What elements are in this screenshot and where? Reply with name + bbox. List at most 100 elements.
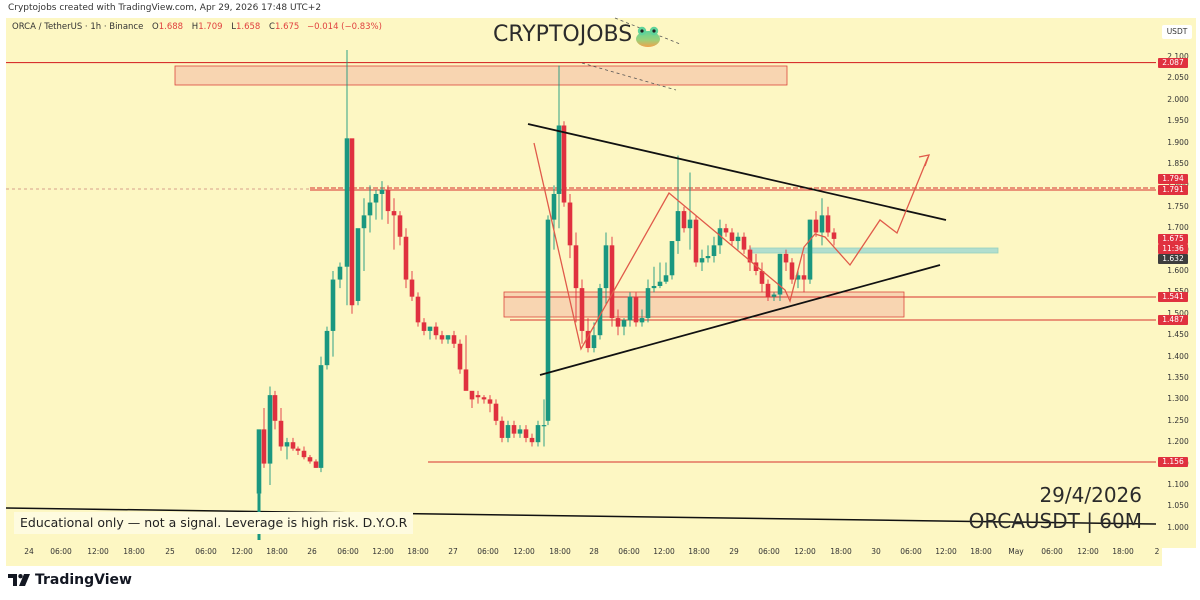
time-label: 18:00 <box>970 547 992 556</box>
price-tag: 1.156 <box>1158 457 1188 467</box>
time-label: 12:00 <box>87 547 109 556</box>
time-label: 29 <box>729 547 739 556</box>
bear-candle <box>529 437 535 443</box>
time-label: 12:00 <box>1077 547 1099 556</box>
time-label: 06:00 <box>1041 547 1063 556</box>
price-tick: 1.450 <box>1167 330 1189 340</box>
bear-candle <box>397 215 403 237</box>
bear-candle <box>561 125 567 203</box>
symbol-legend: ORCA / TetherUS · 1h · Binance O1.688 H1… <box>12 22 382 32</box>
bull-candle <box>663 275 669 282</box>
bear-candle <box>681 211 687 229</box>
triangle-lower-line <box>539 264 941 376</box>
price-tick: 2.050 <box>1167 73 1189 83</box>
bear-candle <box>439 335 445 340</box>
triangle-upper-line <box>527 123 947 221</box>
bull-candle <box>373 193 379 203</box>
bull-candle <box>705 256 711 259</box>
bear-candle <box>831 232 837 239</box>
date-stamp: 29/4/2026 <box>1039 483 1142 507</box>
bull-candle <box>267 395 273 464</box>
bear-candle <box>783 253 789 263</box>
bear-candle <box>391 211 397 216</box>
bull-candle <box>355 228 361 301</box>
time-label: 25 <box>165 547 175 556</box>
bull-candle <box>556 125 562 194</box>
bull-candle <box>330 279 336 331</box>
support-zone <box>503 291 905 318</box>
bull-candle <box>545 219 551 421</box>
time-label: May <box>1008 547 1024 556</box>
frog-icon <box>636 26 660 47</box>
bull-candle <box>517 429 523 434</box>
bear-candle <box>723 228 729 233</box>
time-label: 06:00 <box>195 547 217 556</box>
time-label: 26 <box>307 547 317 556</box>
bull-candle <box>361 215 367 229</box>
price-tick: 1.750 <box>1167 201 1189 211</box>
bear-candle <box>463 369 469 391</box>
time-label: 28 <box>589 547 599 556</box>
price-tick: 1.300 <box>1167 394 1189 404</box>
bear-candle <box>729 232 735 242</box>
time-label: 30 <box>871 547 881 556</box>
dashed-trend <box>581 62 677 91</box>
price-tick: 1.950 <box>1167 116 1189 126</box>
time-label: 18:00 <box>688 547 710 556</box>
bear-candle <box>261 429 267 464</box>
time-label: 12:00 <box>231 547 253 556</box>
bear-candle <box>457 343 463 370</box>
bear-candle <box>349 138 355 306</box>
time-label: 27 <box>448 547 458 556</box>
tradingview-logo-text: TradingView <box>35 572 132 588</box>
time-label: 12:00 <box>513 547 535 556</box>
price-tag: 2.087 <box>1158 58 1188 68</box>
price-tag: 1.487 <box>1158 315 1188 325</box>
bear-candle <box>415 296 421 323</box>
bear-candle <box>433 326 439 336</box>
price-tag: 1.541 <box>1158 292 1188 302</box>
bear-candle <box>409 279 415 297</box>
price-tick: 1.350 <box>1167 373 1189 382</box>
projection-path <box>533 142 929 351</box>
time-label: 24 <box>24 547 34 556</box>
bull-candle <box>657 281 663 286</box>
price-tick: 1.600 <box>1167 266 1189 275</box>
close-value: 1.675 <box>274 22 300 32</box>
time-label: 18:00 <box>830 547 852 556</box>
bull-candle <box>639 318 645 323</box>
bear-candle <box>481 397 487 400</box>
bear-candle <box>693 219 699 263</box>
bear-candle <box>295 448 301 451</box>
bull-candle <box>717 228 723 246</box>
bull-candle <box>687 219 693 229</box>
time-label: 06:00 <box>900 547 922 556</box>
bull-candle <box>771 294 777 297</box>
bear-candle <box>585 330 591 349</box>
time-label: 18:00 <box>549 547 571 556</box>
low-value: 1.658 <box>235 22 261 32</box>
bear-candle <box>741 236 747 250</box>
bull-candle <box>427 326 433 331</box>
bear-candle <box>403 236 409 280</box>
brand-title: CRYPTOJOBS <box>493 22 633 47</box>
time-label: 12:00 <box>935 547 957 556</box>
bull-candle <box>807 219 813 280</box>
bear-candle <box>579 288 585 331</box>
time-label: 06:00 <box>477 547 499 556</box>
pair-stamp: ORCAUSDT | 60M <box>968 509 1142 533</box>
bear-candle <box>451 335 457 344</box>
price-tick: 2.000 <box>1167 94 1189 104</box>
currency-unit-label: USDT <box>1162 25 1192 39</box>
bull-candle <box>591 335 597 349</box>
bear-candle <box>493 403 499 421</box>
change-value: −0.014 (−0.83%) <box>307 22 382 32</box>
bull-candle <box>535 425 541 443</box>
price-tag: 11:36 <box>1158 244 1188 254</box>
bull-candle <box>597 288 603 336</box>
bull-candle <box>621 320 627 327</box>
time-axis[interactable] <box>6 542 1162 562</box>
tradingview-logo[interactable]: TradingView <box>8 572 132 588</box>
bear-candle <box>615 318 621 327</box>
